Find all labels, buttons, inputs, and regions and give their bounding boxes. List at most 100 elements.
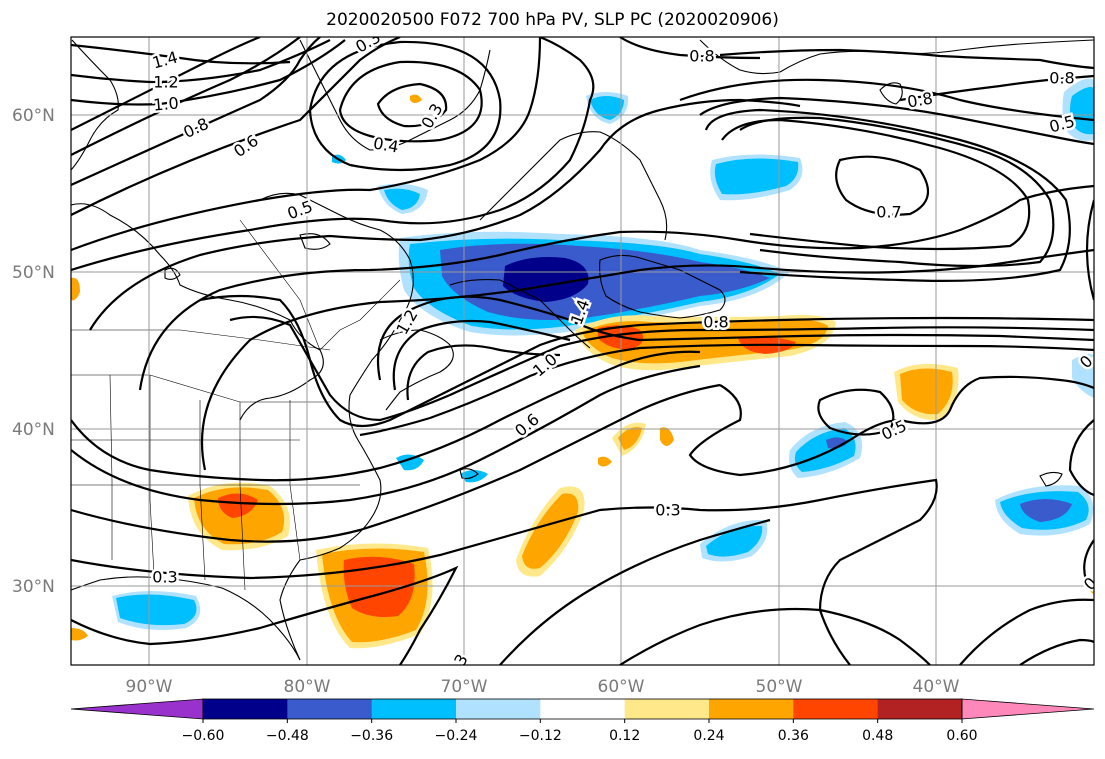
contour-line [1019, 638, 1094, 665]
pv-positive-region [71, 628, 88, 641]
pv-negative-region [826, 437, 848, 449]
longitude-axis: 90°W 80°W 70°W 60°W 50°W 40°W [126, 677, 960, 697]
contour-label-text: 0.3 [152, 568, 177, 587]
contour-line [71, 43, 291, 65]
contour-line [71, 383, 721, 543]
contour-label-text: 1.2 [153, 73, 178, 92]
contour-line [739, 116, 1055, 268]
colorbar: −0.60 −0.48 −0.36 −0.24 −0.12 0.12 0.24 0.36 0.4… [70, 698, 1095, 744]
pv-negative-region [384, 188, 420, 210]
contour-label: 0.3 [150, 565, 180, 589]
map-title: 2020020500 F072 700 hPa PV, SLP PC (2020… [326, 10, 779, 30]
lon-tick-label: 90°W [126, 677, 173, 697]
colorbar-label: 0.24 [693, 728, 724, 744]
colorbar-label: −0.36 [350, 728, 393, 744]
contour-line [89, 98, 801, 331]
contour-line [71, 37, 595, 272]
pv-positive-core [218, 493, 258, 518]
map-frame [70, 36, 1095, 666]
contour-line [376, 295, 1094, 381]
contour-label-text: 0.8 [1049, 69, 1074, 88]
pv-negative-region [1070, 87, 1094, 135]
contour-label-text: 0.8 [703, 313, 728, 332]
lat-tick-label: 40°N [12, 420, 55, 440]
contour-label-text: 0.3 [655, 501, 680, 520]
pv-negative-region [706, 525, 763, 557]
pv-negative-region [1020, 499, 1072, 522]
contour-line [138, 184, 1094, 391]
pv-negative-region [396, 454, 424, 471]
lon-tick-label: 40°W [913, 677, 960, 697]
colorbar-label: −0.48 [266, 728, 309, 744]
colorbar-swatch [287, 699, 373, 719]
contour-line [835, 155, 930, 216]
latitude-axis: 60°N 50°N 40°N 30°N [12, 106, 55, 597]
lon-tick-label: 50°W [756, 677, 803, 697]
colorbar-swatch [877, 699, 963, 719]
contour-line [229, 315, 1094, 422]
coastlines [71, 39, 1094, 661]
pv-positive-region [522, 493, 579, 569]
contour-line [376, 82, 448, 128]
pv-positive-region [410, 94, 422, 103]
pv-negative-region [116, 594, 197, 626]
pv-positive-region [71, 277, 80, 301]
contour-line [199, 294, 1094, 428]
contour-label-text: 0.7 [876, 203, 901, 222]
contour-label-text: 1.0 [152, 93, 179, 114]
colorbar-extend-max [961, 698, 1095, 720]
contour-line [71, 37, 261, 131]
colorbar-frame [202, 698, 963, 720]
contour-label: 0.8 [1047, 66, 1077, 90]
colorbar-swatch [709, 699, 794, 719]
colorbar-label: −0.24 [435, 728, 478, 744]
contour-line [721, 118, 1031, 251]
pv-negative-core [503, 257, 589, 302]
lon-tick-label: 70°W [441, 677, 488, 697]
contour-label: 0.3 [653, 498, 683, 522]
pv-positive-region [598, 456, 612, 467]
slp-contours [71, 37, 1094, 665]
pv-positive-region [660, 427, 674, 446]
contour-label: 0.8 [701, 310, 731, 334]
contour-label-text: 0.8 [689, 47, 714, 66]
contour-line [679, 78, 1094, 122]
colorbar-label: 0.48 [862, 728, 893, 744]
contour-line [200, 248, 1094, 471]
contour-label: 1.2 [151, 70, 181, 94]
colorbar-swatch [624, 699, 710, 719]
contour-label: 1.0 [150, 91, 182, 117]
colorbar-swatch [203, 699, 288, 719]
contour-line [71, 39, 331, 84]
contour-label: 0.8 [687, 44, 717, 68]
contour-line [338, 60, 483, 143]
contour-line [619, 37, 761, 60]
contour-line [959, 598, 1094, 665]
contour-line [71, 39, 346, 106]
colorbar-swatch [371, 699, 457, 719]
contour-line [1085, 199, 1094, 301]
contour-line [71, 565, 459, 665]
lat-tick-label: 30°N [12, 577, 55, 597]
colorbar-swatch [793, 699, 879, 719]
contour-line [719, 48, 1094, 70]
pv-negative-region [714, 158, 799, 195]
contour-line [71, 37, 542, 252]
contour-line [704, 108, 1071, 282]
lon-tick-label: 80°W [284, 677, 331, 697]
colorbar-swatch [456, 699, 541, 719]
pv-positive-region [618, 427, 642, 450]
colorbar-label: −0.60 [182, 728, 225, 744]
colorbar-label: 0.12 [609, 728, 640, 744]
colorbar-swatch [540, 699, 626, 719]
colorbar-label: 0.60 [946, 728, 977, 744]
contour-line [71, 350, 701, 482]
contour-line [619, 607, 931, 665]
colorbar-extend-min [70, 698, 204, 720]
lon-tick-label: 60°W [598, 677, 645, 697]
contour-line [699, 96, 1094, 146]
pv-positive-region [900, 368, 953, 415]
contour-line [688, 375, 1094, 477]
contour-line [1083, 539, 1094, 581]
